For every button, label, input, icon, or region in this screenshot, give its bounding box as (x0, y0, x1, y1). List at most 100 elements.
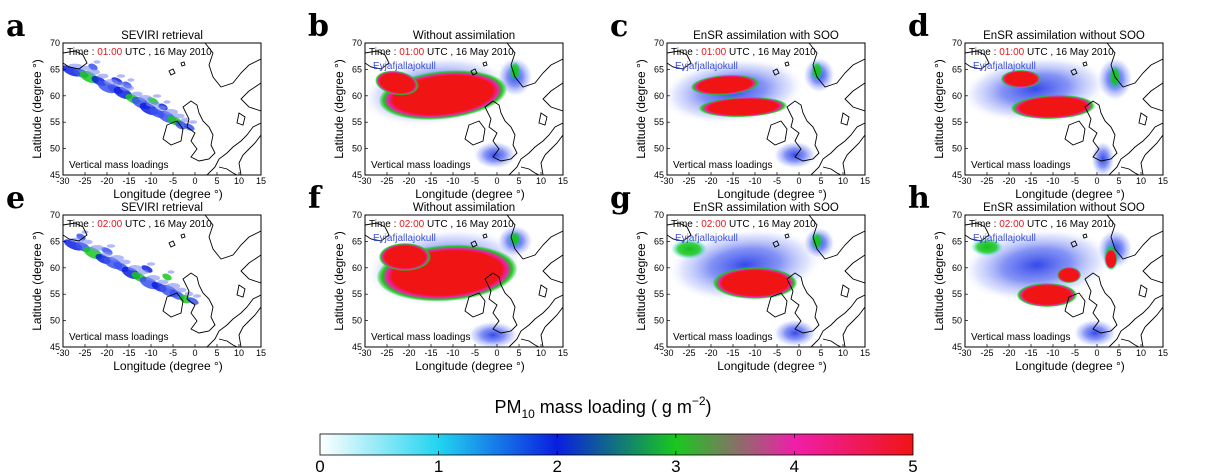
coastline (464, 120, 486, 146)
coastline (1070, 240, 1078, 248)
retrieval-pixel (120, 85, 134, 91)
y-tick-label: 65 (50, 236, 60, 246)
coastline (772, 240, 780, 248)
x-tick-label: 5 (516, 348, 521, 358)
coastline (240, 82, 261, 112)
x-tick-label: -15 (122, 176, 135, 186)
loading-label: Vertical mass loadings (69, 160, 169, 171)
x-tick-label: -10 (1046, 348, 1059, 358)
x-tick-label: -15 (424, 176, 437, 186)
x-tick-label: -30 (358, 176, 371, 186)
y-tick-label: 45 (654, 342, 664, 352)
coastline (1108, 122, 1163, 175)
time-label: Time : 01:00 UTC , 16 May 2010 (369, 47, 514, 58)
retrieval-pixel (167, 270, 175, 274)
x-tick-label: 10 (234, 176, 244, 186)
coastline (63, 222, 88, 242)
coastline (1084, 272, 1118, 334)
y-axis-label: Latitude (degree °) (332, 231, 346, 331)
x-tick-label: 0 (192, 348, 197, 358)
coastline (484, 272, 518, 334)
coastline (1142, 82, 1163, 112)
x-tick-label: -5 (471, 348, 479, 358)
plume-band (671, 239, 707, 259)
y-tick-label: 45 (50, 170, 60, 180)
coastline (206, 122, 261, 175)
retrieval-pixel (163, 100, 171, 104)
x-tick-label: 10 (536, 348, 546, 358)
x-tick-label: -5 (1071, 176, 1079, 186)
y-tick-label: 55 (952, 289, 962, 299)
plume-halo (773, 319, 817, 347)
coastline (206, 294, 261, 347)
panel-letter: b (308, 9, 329, 44)
x-tick-label: 5 (818, 348, 823, 358)
time-value: 02:00 (701, 219, 726, 230)
panel-letter: a (6, 9, 25, 44)
y-tick-label: 55 (952, 117, 962, 127)
x-tick-label: -15 (122, 348, 135, 358)
time-value: 02:00 (399, 219, 424, 230)
x-tick-label: 10 (234, 348, 244, 358)
y-tick-label: 60 (654, 263, 664, 273)
volcano-label: Eyjafjallajokull (373, 61, 436, 72)
plume-core (691, 74, 759, 96)
coastline (238, 306, 261, 347)
time-label: Time : 02:00 UTC , 16 May 2010 (369, 219, 514, 230)
y-tick-label: 70 (952, 38, 962, 48)
coastline (508, 294, 563, 347)
y-tick-label: 45 (50, 342, 60, 352)
y-tick-label: 70 (352, 38, 362, 48)
coastline (1108, 294, 1163, 347)
coastline (842, 134, 865, 175)
x-tick-label: 15 (860, 176, 870, 186)
y-tick-label: 45 (352, 342, 362, 352)
field-layer (365, 215, 563, 347)
x-tick-label: -10 (748, 176, 761, 186)
panel-title: EnSR assimilation without SOO (983, 202, 1145, 214)
x-tick-label: -20 (100, 348, 113, 358)
coastline (786, 100, 820, 162)
x-tick-label: 5 (516, 176, 521, 186)
plume-band (509, 231, 521, 247)
coastline (204, 43, 261, 88)
plume-band (811, 232, 823, 250)
y-axis-label: Latitude (degree °) (30, 231, 44, 331)
coastline (365, 50, 390, 70)
x-axis-label: Longitude (degree °) (1015, 359, 1125, 373)
volcano-label: Eyjafjallajokull (373, 233, 436, 244)
coastline (482, 233, 488, 239)
coastline (365, 222, 390, 242)
x-tick-label: 15 (558, 176, 568, 186)
coastline (808, 215, 865, 260)
y-tick-label: 50 (352, 144, 362, 154)
x-tick-label: -10 (1046, 176, 1059, 186)
x-tick-label: -30 (958, 348, 971, 358)
coastline (842, 306, 865, 347)
retrieval-pixel (131, 91, 143, 97)
x-axis-label: Longitude (degree °) (1015, 187, 1125, 201)
x-tick-label: 10 (536, 176, 546, 186)
x-tick-label: -20 (704, 176, 717, 186)
x-tick-label: -25 (682, 348, 695, 358)
y-tick-label: 65 (654, 236, 664, 246)
coastline (1140, 134, 1163, 175)
coastline (506, 215, 563, 260)
retrieval-pixel (101, 251, 113, 257)
volcano-label: Eyjafjallajokull (675, 61, 738, 72)
coastline (218, 338, 238, 347)
coastline (506, 43, 563, 88)
y-axis-label: Latitude (degree °) (30, 59, 44, 159)
coastline (667, 222, 692, 242)
coastline (810, 122, 865, 175)
coastline (1138, 112, 1148, 126)
y-tick-label: 65 (352, 64, 362, 74)
y-axis-label: Latitude (degree °) (932, 231, 946, 331)
map-frame (964, 214, 1164, 348)
coastline (520, 166, 540, 175)
retrieval-pixel (146, 262, 156, 266)
field-layer (667, 215, 865, 347)
x-tick-label: -30 (56, 176, 69, 186)
x-tick-label: -5 (169, 348, 177, 358)
